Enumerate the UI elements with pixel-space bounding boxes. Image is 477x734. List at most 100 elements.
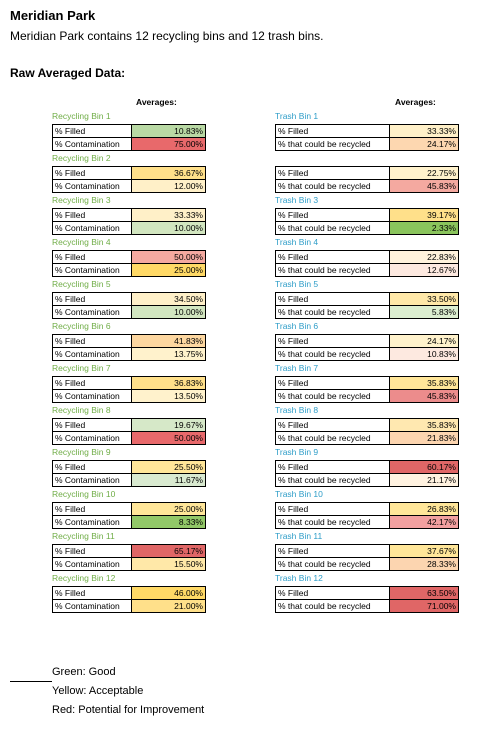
row-label: % Contamination xyxy=(52,389,132,403)
bin-label: Recycling Bin 7 xyxy=(52,363,111,373)
row-label: % Contamination xyxy=(52,347,132,361)
row-label: % Filled xyxy=(275,334,390,348)
value-cell: 33.33% xyxy=(389,124,459,138)
value-cell: 13.50% xyxy=(131,389,206,403)
row-label: % Filled xyxy=(275,418,390,432)
value-cell: 19.67% xyxy=(131,418,206,432)
bin-label: Trash Bin 4 xyxy=(275,237,319,247)
value-cell: 50.00% xyxy=(131,250,206,264)
value-cell: 10.83% xyxy=(131,124,206,138)
value-cell: 37.67% xyxy=(389,544,459,558)
value-cell: 35.83% xyxy=(389,418,459,432)
row-label: % Contamination xyxy=(52,473,132,487)
value-cell: 24.17% xyxy=(389,137,459,151)
row-label: % that could be recycled xyxy=(275,263,390,277)
bin-label: Trash Bin 7 xyxy=(275,363,319,373)
averages-header: Averages: xyxy=(395,97,436,107)
subtitle: Meridian Park contains 12 recycling bins… xyxy=(10,29,324,43)
row-label: % that could be recycled xyxy=(275,473,390,487)
value-cell: 75.00% xyxy=(131,137,206,151)
row-label: % Contamination xyxy=(52,599,132,613)
bin-label: Trash Bin 1 xyxy=(275,111,319,121)
row-label: % Filled xyxy=(275,502,390,516)
row-label: % that could be recycled xyxy=(275,557,390,571)
row-label: % that could be recycled xyxy=(275,179,390,193)
bin-label: Trash Bin 12 xyxy=(275,573,323,583)
bin-label: Trash Bin 11 xyxy=(275,531,323,541)
bin-label: Trash Bin 8 xyxy=(275,405,319,415)
row-label: % that could be recycled xyxy=(275,431,390,445)
value-cell: 25.00% xyxy=(131,263,206,277)
row-label: % Filled xyxy=(275,208,390,222)
row-label: % that could be recycled xyxy=(275,347,390,361)
legend-rule xyxy=(10,681,52,682)
averages-header: Averages: xyxy=(136,97,177,107)
value-cell: 60.17% xyxy=(389,460,459,474)
row-label: % Contamination xyxy=(52,179,132,193)
row-label: % Filled xyxy=(275,250,390,264)
row-label: % Filled xyxy=(52,208,132,222)
row-label: % Contamination xyxy=(52,431,132,445)
row-label: % Filled xyxy=(275,292,390,306)
value-cell: 10.83% xyxy=(389,347,459,361)
bin-label: Recycling Bin 2 xyxy=(52,153,111,163)
value-cell: 25.00% xyxy=(131,502,206,516)
row-label: % Filled xyxy=(52,502,132,516)
row-label: % Filled xyxy=(52,292,132,306)
row-label: % Contamination xyxy=(52,305,132,319)
row-label: % Filled xyxy=(275,460,390,474)
value-cell: 13.75% xyxy=(131,347,206,361)
row-label: % Filled xyxy=(275,124,390,138)
row-label: % Contamination xyxy=(52,515,132,529)
bin-label: Recycling Bin 8 xyxy=(52,405,111,415)
row-label: % Contamination xyxy=(52,137,132,151)
value-cell: 41.83% xyxy=(131,334,206,348)
value-cell: 24.17% xyxy=(389,334,459,348)
row-label: % that could be recycled xyxy=(275,221,390,235)
value-cell: 25.50% xyxy=(131,460,206,474)
row-label: % that could be recycled xyxy=(275,137,390,151)
value-cell: 45.83% xyxy=(389,389,459,403)
value-cell: 21.00% xyxy=(131,599,206,613)
row-label: % that could be recycled xyxy=(275,599,390,613)
value-cell: 22.75% xyxy=(389,166,459,180)
row-label: % Filled xyxy=(52,418,132,432)
value-cell: 50.00% xyxy=(131,431,206,445)
row-label: % Filled xyxy=(52,124,132,138)
row-label: % Contamination xyxy=(52,557,132,571)
bin-label: Recycling Bin 5 xyxy=(52,279,111,289)
value-cell: 71.00% xyxy=(389,599,459,613)
row-label: % Filled xyxy=(275,544,390,558)
bin-label: Recycling Bin 3 xyxy=(52,195,111,205)
value-cell: 21.83% xyxy=(389,431,459,445)
value-cell: 36.67% xyxy=(131,166,206,180)
value-cell: 26.83% xyxy=(389,502,459,516)
row-label: % Filled xyxy=(275,376,390,390)
value-cell: 21.17% xyxy=(389,473,459,487)
bin-label: Recycling Bin 6 xyxy=(52,321,111,331)
bin-label: Trash Bin 6 xyxy=(275,321,319,331)
value-cell: 65.17% xyxy=(131,544,206,558)
row-label: % Filled xyxy=(52,376,132,390)
row-label: % that could be recycled xyxy=(275,515,390,529)
value-cell: 33.33% xyxy=(131,208,206,222)
value-cell: 11.67% xyxy=(131,473,206,487)
row-label: % Filled xyxy=(52,250,132,264)
row-label: % Filled xyxy=(52,460,132,474)
bin-label: Recycling Bin 10 xyxy=(52,489,116,499)
row-label: % Filled xyxy=(52,334,132,348)
row-label: % Contamination xyxy=(52,263,132,277)
row-label: % that could be recycled xyxy=(275,305,390,319)
legend-item: Yellow: Acceptable xyxy=(52,685,144,697)
value-cell: 39.17% xyxy=(389,208,459,222)
value-cell: 28.33% xyxy=(389,557,459,571)
value-cell: 2.33% xyxy=(389,221,459,235)
legend-item: Green: Good xyxy=(52,666,116,678)
value-cell: 12.00% xyxy=(131,179,206,193)
row-label: % that could be recycled xyxy=(275,389,390,403)
row-label: % Filled xyxy=(52,586,132,600)
value-cell: 35.83% xyxy=(389,376,459,390)
bin-label: Recycling Bin 9 xyxy=(52,447,111,457)
value-cell: 22.83% xyxy=(389,250,459,264)
